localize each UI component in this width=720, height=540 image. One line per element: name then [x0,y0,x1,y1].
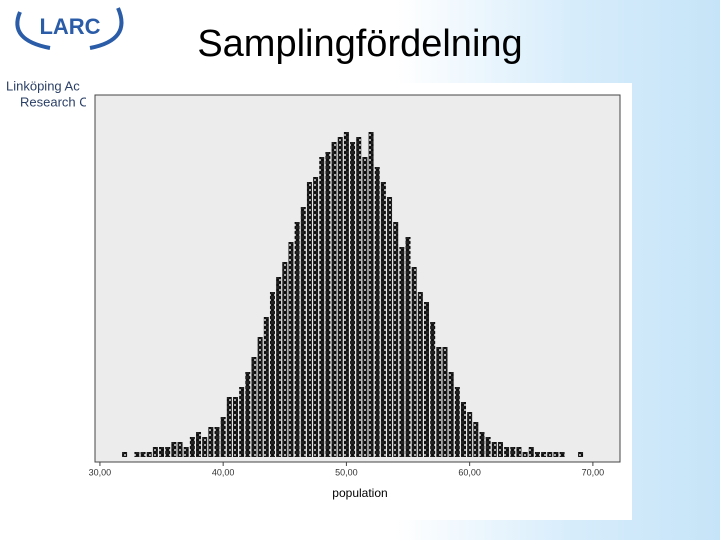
dot-stack [547,452,553,457]
dot-stack [331,142,337,457]
dot-stack [541,452,547,457]
dot-stack [196,432,202,457]
dot-stack [362,157,368,457]
dot-stack [319,157,325,457]
org-line: Research C [20,94,89,109]
dot-stack [245,372,251,457]
dot-stack [288,242,294,457]
dot-stack [226,397,232,457]
dot-stack [405,237,411,457]
dot-stack [393,222,399,457]
dot-stack [159,447,165,457]
dot-stack [578,452,584,457]
dot-stack [214,427,220,457]
dot-stack [522,452,528,457]
dot-stack [436,347,442,457]
dot-stack [325,152,331,457]
dot-stack [448,372,454,457]
dot-stack [350,142,356,457]
dot-stack [553,452,559,457]
dot-stack [387,197,393,457]
dot-stack [313,177,319,457]
dot-stack [516,447,522,457]
dot-stack [473,422,479,457]
dot-stack [134,452,140,457]
dot-stack [239,387,245,457]
dot-stack [232,397,238,457]
dot-stack [269,292,275,457]
dot-stack [417,292,423,457]
x-tick-label: 60,00 [458,467,481,477]
logo: LARC Linköping Ac Research C [6,7,124,109]
dot-stack [306,182,312,457]
dot-stack [122,452,128,457]
dot-stack [374,167,380,457]
x-tick-label: 70,00 [582,467,605,477]
dot-stack [485,437,491,457]
x-tick-label: 30,00 [89,467,112,477]
dot-stack [294,222,300,457]
dot-stack [257,337,263,457]
dot-stack [479,432,485,457]
dot-stack [343,132,349,457]
dot-stack [146,452,152,457]
dot-stack [430,322,436,457]
org-line: Linköping Ac [6,78,80,93]
dot-stack [152,447,158,457]
dot-stack [300,207,306,457]
dot-stack [442,347,448,457]
dot-stack [534,452,540,457]
logo-text: LARC [39,14,100,39]
dot-stack [202,437,208,457]
dot-stack [399,247,405,457]
dot-stack [559,452,565,457]
dot-stack [276,277,282,457]
x-tick-label: 40,00 [212,467,235,477]
dot-stack [460,402,466,457]
dot-stack [220,417,226,457]
dot-stack [497,442,503,457]
dot-stack [140,452,146,457]
dot-stack [528,447,534,457]
dot-stack [424,302,430,457]
dot-stack [510,447,516,457]
dot-stack [356,137,362,457]
dot-stack [189,437,195,457]
dot-stack [282,262,288,457]
dot-stack [368,132,374,457]
dot-stack [504,447,510,457]
dot-stack [411,267,417,457]
dot-stack [171,442,177,457]
dot-stack [263,317,269,457]
dot-stack [251,357,257,457]
dot-stack [467,412,473,457]
dot-stack [380,182,386,457]
dot-stack [177,442,183,457]
dot-stack [165,447,171,457]
dot-stack [491,442,497,457]
x-axis-label: population [332,486,387,500]
slide-title: Samplingfördelning [197,23,522,65]
x-tick-label: 50,00 [335,467,358,477]
dot-stack [208,427,214,457]
dot-stack [454,387,460,457]
dot-stack [337,137,343,457]
dot-stack [183,447,189,457]
